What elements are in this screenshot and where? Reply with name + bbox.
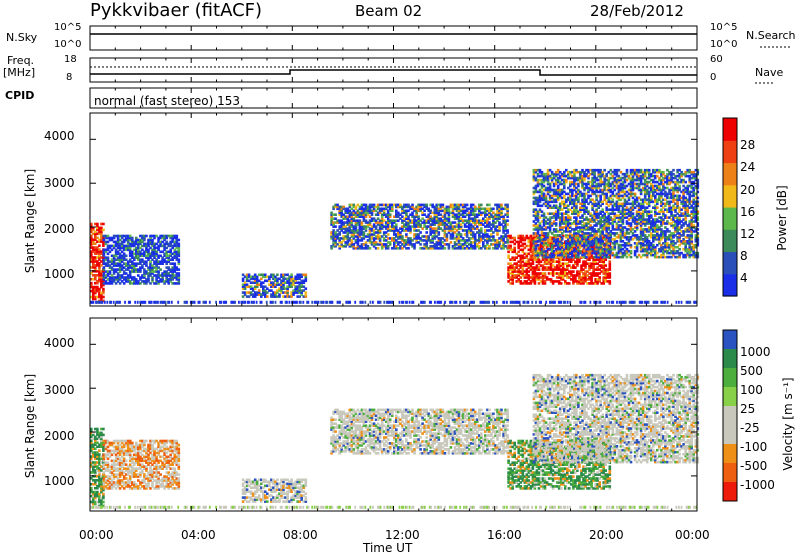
power-cell [159,268,162,271]
power-cell [603,169,606,172]
power-cell [500,204,503,207]
power-cell [178,272,181,275]
power-cell [176,235,179,238]
power-cell [276,274,279,277]
power-cell [549,236,552,239]
power-cell [609,272,612,275]
power-cell [616,240,619,243]
power-cell [634,193,637,196]
power-cell [444,247,447,250]
power-cell [630,256,633,259]
power-cell [419,243,422,246]
power-cell [460,233,463,236]
power-cell [425,204,428,207]
power-cell [438,231,441,234]
power-cell [334,225,337,228]
power-cell [334,213,337,216]
power-cell [509,245,512,248]
power-cell [258,289,261,292]
power-cell [537,244,540,247]
power-cell [555,222,558,225]
power-cell [543,212,546,215]
power-cell [492,235,495,238]
power-cell [305,274,308,277]
power-cell [568,282,571,285]
power-cell [305,291,308,294]
power-cell [405,233,408,236]
power-cell [102,288,105,291]
power-cell [626,169,629,172]
power-cell [632,212,635,215]
power-cell [492,208,495,211]
power-cell [425,231,428,234]
power-cell [102,223,105,226]
power-cell [608,256,611,259]
power-cell [442,204,445,207]
power-cell [102,229,105,232]
power-cell [377,247,380,250]
power-cell [131,237,134,240]
power-cell [609,280,612,283]
power-cell [572,270,575,273]
power-cell [387,233,390,236]
power-cell [513,247,516,250]
power-cell [488,204,491,207]
power-cell [547,244,550,247]
power-cell [411,204,414,207]
power-cell [96,223,99,226]
power-cell [98,244,101,247]
power-cell [174,262,177,265]
power-cell [305,287,308,290]
power-cell [612,199,615,202]
power-cell [506,229,509,232]
power-cell [560,282,563,285]
power-cell [561,236,564,239]
power-cell [604,264,607,267]
power-cell [389,213,392,216]
power-cell [507,255,510,258]
power-cell [609,260,612,263]
power-cell [107,256,110,259]
power-cell [604,258,607,261]
power-cell [579,250,582,253]
power-cell [395,223,398,226]
power-cell [178,268,181,271]
power-cell [290,274,293,277]
power-cell [569,216,572,219]
power-cell [585,206,588,209]
power-cell [630,244,633,247]
power-cell [506,219,509,222]
power-cell [145,235,148,238]
power-heatmap [90,169,699,304]
power-cell [450,241,453,244]
power-cell [417,215,420,218]
power-cell [630,250,633,253]
power-cell [178,239,181,242]
power-cell [480,204,483,207]
power-cell [513,237,516,240]
power-cell [178,258,181,261]
power-cell [125,255,128,258]
power-cell [598,276,601,279]
power-cell [407,247,410,250]
power-cell [401,235,404,238]
power-cell [601,208,604,211]
power-cell [369,247,372,250]
power-cell [587,254,590,257]
power-cell [178,243,181,246]
power-cell [466,204,469,207]
power-cell [506,223,509,226]
freq-line [90,70,697,75]
power-cell [419,231,422,234]
power-cell [102,296,105,299]
power-cell [266,295,269,298]
power-cell [544,272,547,275]
power-cell [506,204,509,207]
power-cell [480,227,483,230]
